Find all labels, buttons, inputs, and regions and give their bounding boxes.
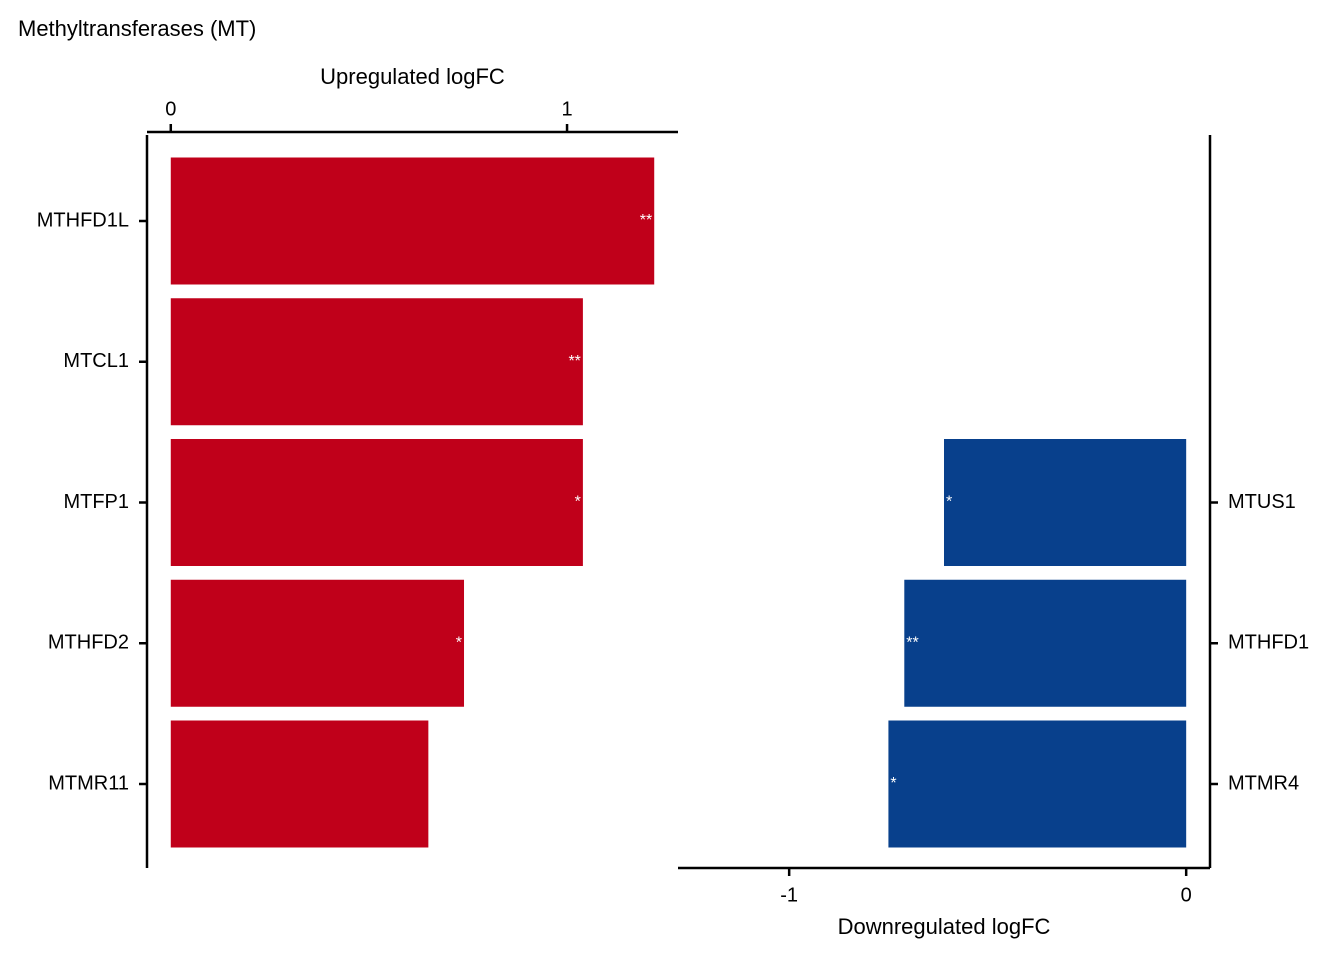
chart-title: Methyltransferases (MT) [18,16,256,41]
x-tick-label: 0 [1181,884,1192,906]
bar [944,439,1187,566]
bar [170,720,429,848]
x-axis-title: Downregulated logFC [838,914,1051,939]
y-tick-label: MTUS1 [1228,491,1296,513]
bar [888,720,1187,848]
y-tick-label: MTHFD1L [37,209,129,231]
y-tick-label: MTHFD2 [48,632,129,654]
x-tick-label: -1 [780,884,798,906]
y-tick-label: MTCL1 [63,350,129,372]
x-tick-label: 1 [561,98,572,120]
bar [904,579,1187,707]
y-tick-label: MTFP1 [63,491,129,513]
significance-label: ** [568,353,580,370]
significance-label: * [456,634,462,651]
x-tick-label: 0 [165,98,176,120]
significance-label: * [946,494,952,511]
significance-label: * [575,494,581,511]
significance-label: * [890,775,896,792]
bar [170,439,583,566]
bar [170,298,583,426]
bar [170,579,465,707]
bar [170,157,655,285]
y-tick-label: MTHFD1 [1228,632,1309,654]
y-tick-label: MTMR11 [48,772,129,794]
significance-label: ** [906,634,918,651]
x-axis-title: Upregulated logFC [320,64,505,89]
y-tick-label: MTMR4 [1228,772,1299,794]
significance-label: ** [640,212,652,229]
